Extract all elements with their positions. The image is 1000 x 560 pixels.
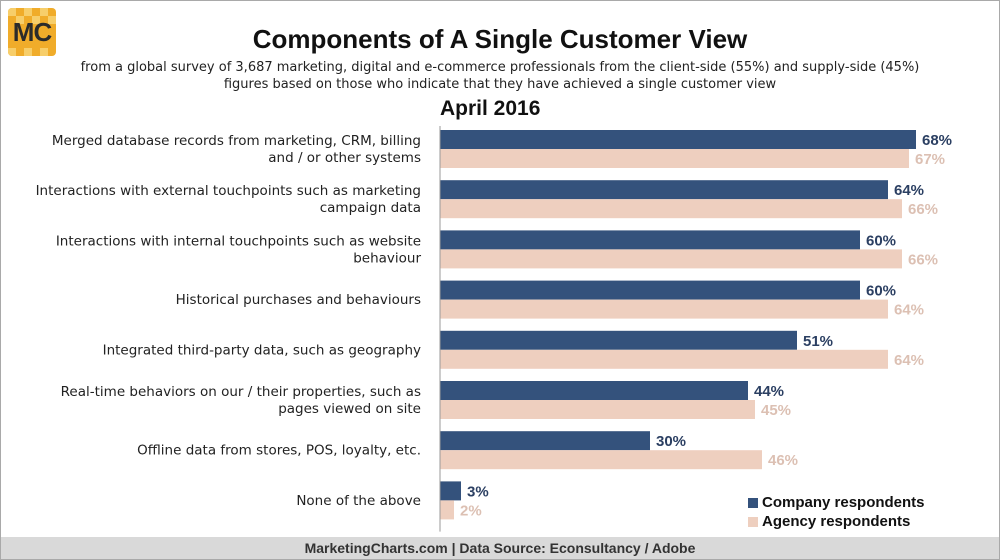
agency-bar [440, 400, 755, 419]
logo-check-tile [24, 48, 32, 56]
company-bar [440, 280, 860, 300]
company-value-label: 60% [866, 232, 896, 249]
agency-bar [440, 500, 454, 520]
logo-check-tile [8, 8, 16, 16]
logo-check-tile [48, 16, 56, 24]
company-bar [440, 180, 888, 200]
company-value-label: 30% [656, 433, 686, 450]
legend-label: Company respondents [762, 494, 925, 511]
category-label: Offline data from stores, POS, loyalty, … [137, 443, 421, 459]
logo-check-tile [24, 8, 32, 16]
logo-check-tile [40, 48, 48, 56]
company-bar [440, 330, 797, 350]
company-value-label: 44% [754, 383, 784, 400]
category-label: pages viewed on site [278, 401, 421, 417]
agency-bar [440, 299, 888, 319]
category-label: Integrated third-party data, such as geo… [103, 342, 421, 358]
company-bar [440, 381, 748, 400]
logo-check-tile [8, 48, 16, 56]
company-bar [440, 431, 650, 451]
agency-bar [440, 450, 762, 470]
category-label: Interactions with external touchpoints s… [36, 183, 421, 199]
agency-value-label: 66% [908, 201, 938, 218]
chart-title: Components of A Single Customer View [252, 24, 748, 54]
company-value-label: 64% [894, 182, 924, 199]
company-value-label: 51% [803, 333, 833, 350]
company-bar [440, 481, 461, 501]
agency-value-label: 64% [894, 352, 924, 369]
legend-swatch [748, 498, 758, 508]
category-label: behaviour [353, 250, 421, 266]
company-bar [440, 130, 916, 149]
category-label: Historical purchases and behaviours [176, 292, 421, 308]
legend-swatch [748, 517, 758, 527]
agency-bar [440, 149, 909, 168]
logo-check-tile [32, 16, 40, 24]
chart-subtitle-line1: from a global survey of 3,687 marketing,… [80, 60, 920, 75]
bar-chart: Merged database records from marketing, … [36, 126, 952, 532]
company-value-label: 68% [922, 132, 952, 149]
agency-bar [440, 349, 888, 369]
agency-value-label: 67% [915, 151, 945, 168]
category-label: Real-time behaviors on our / their prope… [61, 384, 421, 400]
logo-text: MC [12, 17, 52, 47]
survey-period: April 2016 [440, 97, 541, 120]
category-label: campaign data [320, 200, 421, 216]
agency-bar [440, 199, 902, 219]
category-label: and / or other systems [268, 150, 421, 166]
company-value-label: 3% [467, 483, 489, 500]
logo-check-tile [16, 16, 24, 24]
category-label: Merged database records from marketing, … [52, 133, 421, 149]
legend-label: Agency respondents [762, 513, 911, 530]
company-value-label: 60% [866, 283, 896, 300]
company-bar [440, 230, 860, 250]
agency-value-label: 46% [768, 452, 798, 469]
chart-subtitle-line2: figures based on those who indicate that… [223, 77, 777, 92]
agency-bar [440, 249, 902, 269]
category-label: None of the above [296, 493, 421, 509]
category-label: Interactions with internal touchpoints s… [56, 233, 421, 249]
marketingcharts-logo: MC [8, 8, 56, 56]
logo-check-tile [40, 8, 48, 16]
footer-source: MarketingCharts.com | Data Source: Econs… [1, 537, 999, 559]
agency-value-label: 66% [908, 251, 938, 268]
agency-value-label: 2% [460, 502, 482, 519]
agency-value-label: 64% [894, 302, 924, 319]
agency-value-label: 45% [761, 402, 791, 419]
